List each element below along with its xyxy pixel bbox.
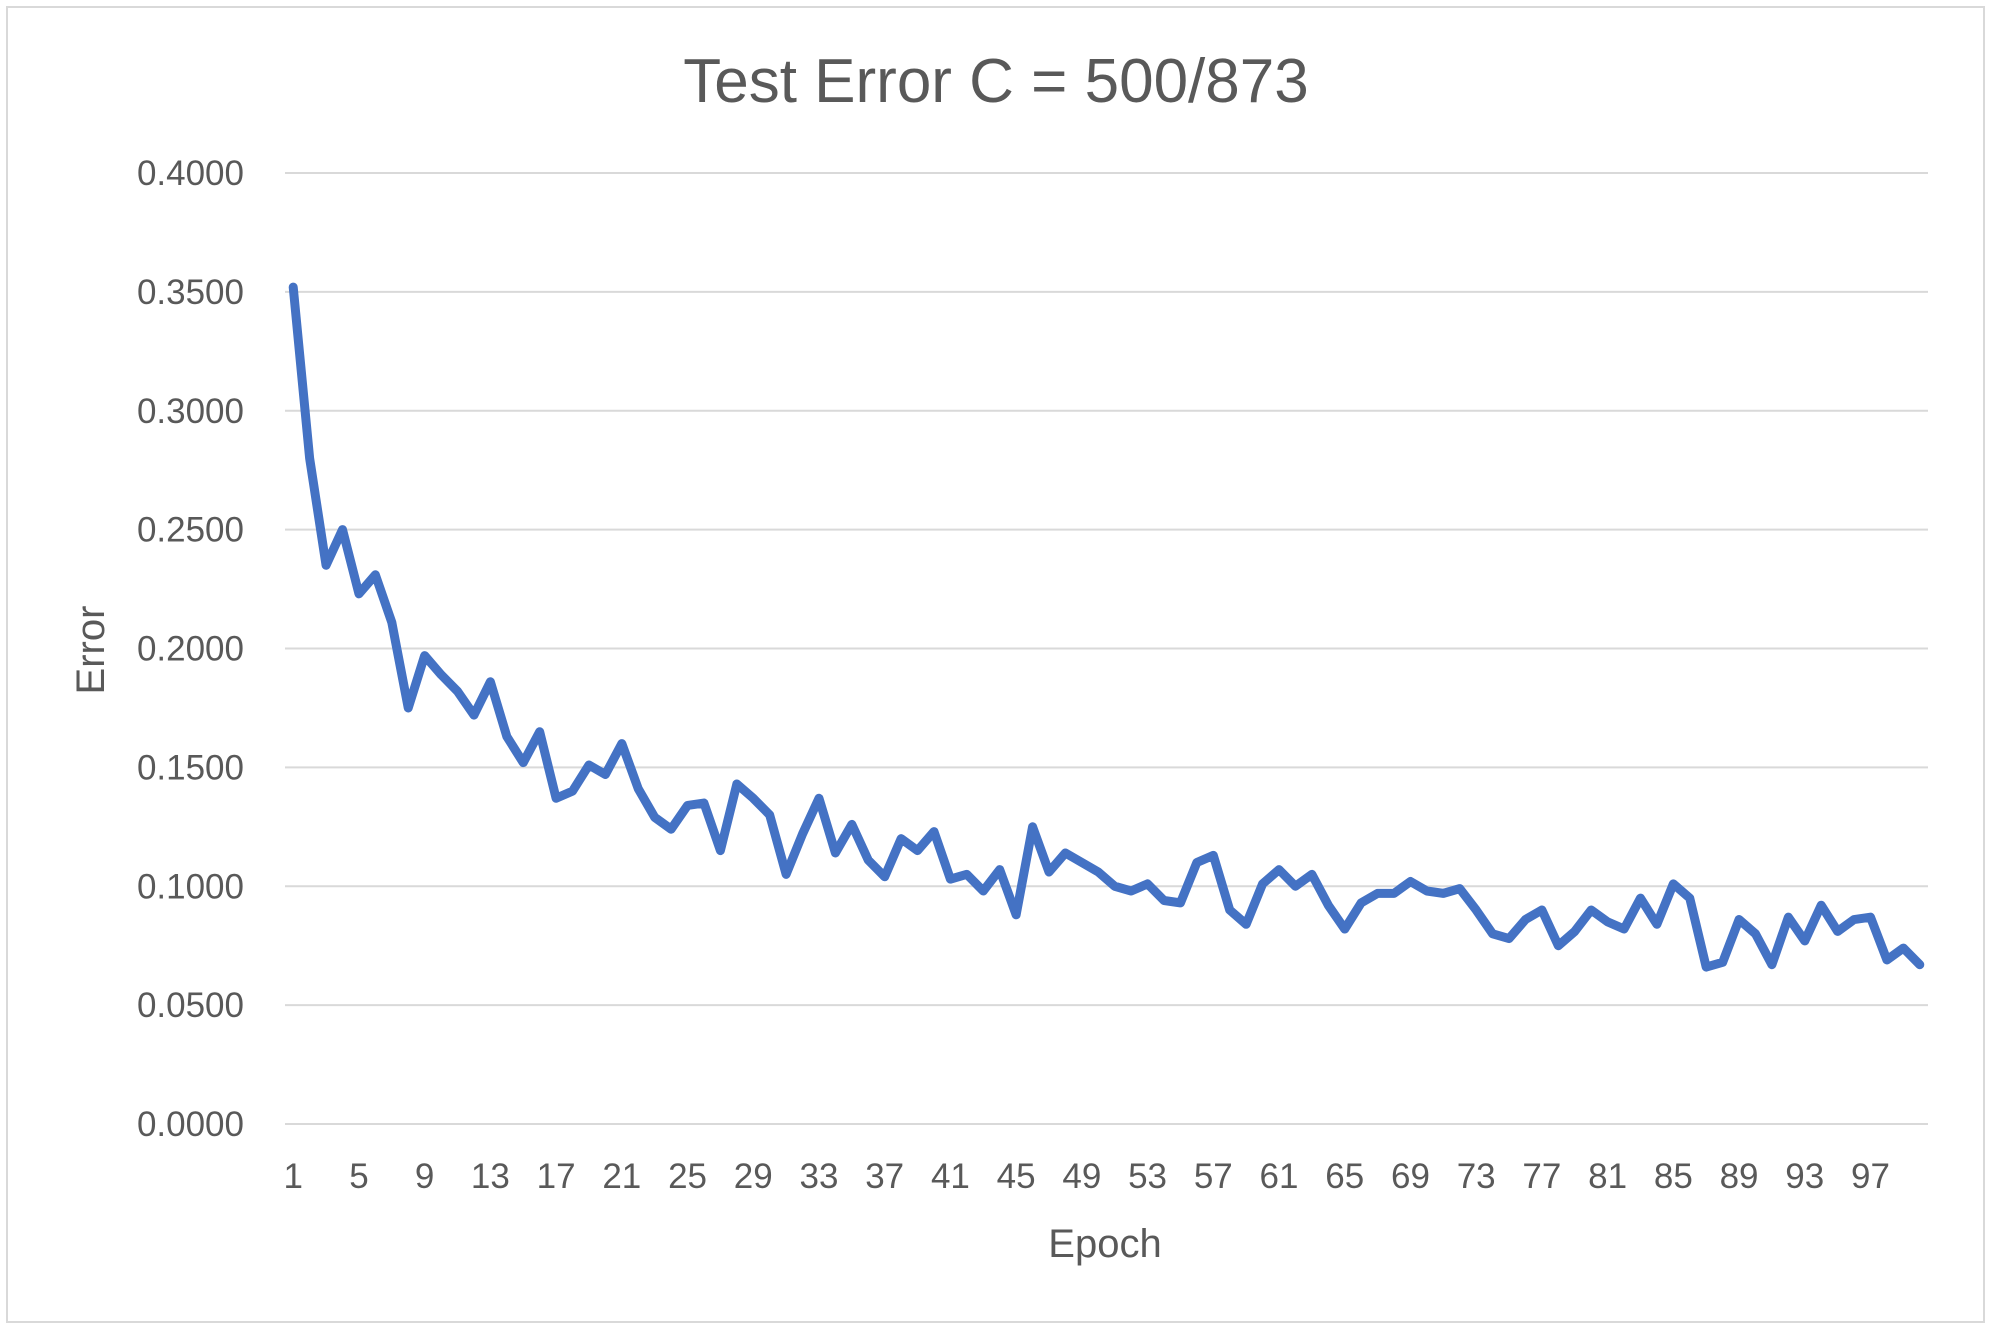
x-tick-label: 81: [1588, 1157, 1627, 1196]
y-tick-label: 0.1000: [137, 867, 244, 906]
x-tick-label: 53: [1128, 1157, 1167, 1196]
x-tick-label: 25: [668, 1157, 707, 1196]
y-tick-label: 0.2500: [137, 511, 244, 550]
x-tick-label: 1: [283, 1157, 302, 1196]
y-axis-title: Error: [69, 606, 113, 695]
x-tick-label: 13: [471, 1157, 510, 1196]
y-tick-label: 0.3000: [137, 392, 244, 431]
x-tick-label: 33: [800, 1157, 839, 1196]
y-tick-label: 0.3500: [137, 273, 244, 312]
y-tick-label: 0.2000: [137, 630, 244, 669]
x-tick-label: 65: [1325, 1157, 1364, 1196]
x-tick-label: 97: [1851, 1157, 1890, 1196]
x-tick-label: 89: [1720, 1157, 1759, 1196]
x-tick-label: 57: [1194, 1157, 1233, 1196]
gridlines: [285, 172, 1928, 1125]
y-tick-label: 0.4000: [137, 154, 244, 193]
y-axis-ticks: 0.0000 0.0500 0.1000 0.1500 0.2000 0.2500 0.30…: [137, 154, 244, 1144]
chart-frame: [6, 6, 1985, 1323]
x-tick-label: 77: [1522, 1157, 1561, 1196]
x-tick-label: 5: [349, 1157, 368, 1196]
y-tick-label: 0.0000: [137, 1105, 244, 1144]
x-tick-label: 21: [602, 1157, 641, 1196]
x-tick-label: 93: [1785, 1157, 1824, 1196]
x-tick-label: 9: [415, 1157, 434, 1196]
chart-title: Test Error C = 500/873: [683, 47, 1308, 116]
series-line: [288, 282, 1925, 972]
x-tick-label: 49: [1062, 1157, 1101, 1196]
x-axis-ticks: 1 5 9 13 17 21 25 29 33 37 41 45 49 53 57 61 65 69 73 77 81 8…: [283, 1157, 1889, 1196]
x-tick-label: 69: [1391, 1157, 1430, 1196]
x-tick-label: 61: [1260, 1157, 1299, 1196]
y-tick-label: 0.0500: [137, 986, 244, 1025]
x-tick-label: 37: [865, 1157, 904, 1196]
x-axis-title: Epoch: [1048, 1222, 1161, 1266]
x-tick-label: 85: [1654, 1157, 1693, 1196]
x-tick-label: 45: [997, 1157, 1036, 1196]
x-tick-label: 73: [1457, 1157, 1496, 1196]
x-tick-label: 41: [931, 1157, 970, 1196]
series-layer: [288, 282, 1925, 972]
x-tick-label: 17: [537, 1157, 576, 1196]
y-tick-label: 0.1500: [137, 748, 244, 787]
x-tick-label: 29: [734, 1157, 773, 1196]
